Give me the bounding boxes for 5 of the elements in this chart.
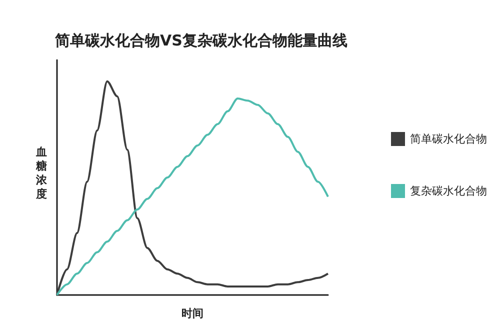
legend-label: 复杂碳水化合物	[410, 184, 487, 198]
chart-title: 简单碳水化合物VS复杂碳水化合物能量曲线	[54, 32, 348, 50]
x-axis-title: 时间	[182, 306, 204, 320]
legend-label: 简单碳水化合物	[410, 132, 487, 146]
y-axis-title: 血糖浓度	[35, 146, 48, 200]
